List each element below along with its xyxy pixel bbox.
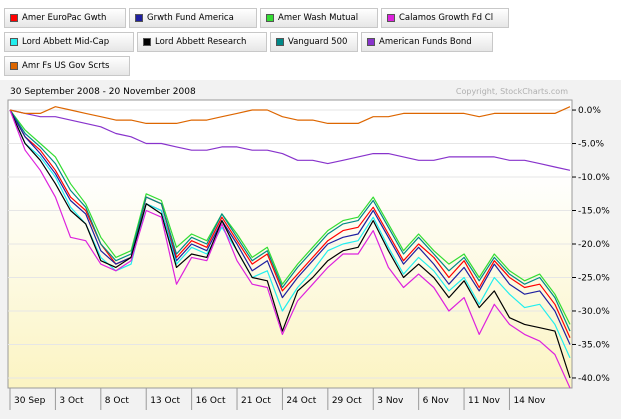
legend-label: American Funds Bond [379,37,472,47]
series-line-amer-wash-mutual [9,109,571,325]
legend-item-calamos-growth-fd-cl[interactable]: Calamos Growth Fd Cl [381,8,509,28]
legend-label: Calamos Growth Fd Cl [399,13,494,23]
legend-swatch [10,38,18,46]
x-tick-label: 16 Oct [196,396,226,406]
legend-swatch [135,14,143,22]
x-tick-label: 24 Oct [286,396,316,406]
legend-label: Vanguard 500 [288,37,348,47]
legend-label: Grwth Fund America [147,13,234,23]
y-tick-label: -30.0% [578,307,610,317]
series-line-lord-abbett-research [9,109,571,379]
legend-swatch [10,62,18,70]
legend-label: Amer Wash Mutual [278,13,359,23]
legend-item-american-funds-bond[interactable]: American Funds Bond [361,32,493,52]
x-tick-label: 13 Oct [150,396,180,406]
x-tick-label: 14 Nov [513,396,546,406]
legend-item-grwth-fund-america[interactable]: Grwth Fund America [129,8,257,28]
y-tick-label: -25.0% [578,273,610,283]
x-tick-label: 11 Nov [468,396,501,406]
legend-label: Lord Abbett Research [155,37,247,47]
y-tick-label: -40.0% [578,374,610,384]
y-axis: 0.0% -5.0% -10.0% -15.0% -20.0% -25.0% -30.0% -… [572,106,610,384]
y-tick-label: -20.0% [578,240,610,250]
legend-item-amr-fs-us-gov-scrts[interactable]: Amr Fs US Gov Scrts [4,56,130,76]
legend: Amer EuroPac Gwth Grwth Fund America Ame… [0,0,621,80]
y-tick-label: -10.0% [578,173,610,183]
x-tick-label: 3 Nov [377,396,404,406]
x-tick-label: 8 Oct [105,396,130,406]
copyright-note: Copyright, StockCharts.com [456,87,568,96]
x-tick-label: 29 Oct [332,396,362,406]
x-tick-label: 3 Oct [59,396,84,406]
legend-swatch [266,14,274,22]
legend-item-lord-abbett-research[interactable]: Lord Abbett Research [137,32,267,52]
legend-item-amer-wash-mutual[interactable]: Amer Wash Mutual [260,8,378,28]
line-chart: 30 September 2008 - 20 November 2008 Cop… [0,80,621,419]
legend-swatch [143,38,151,46]
legend-label: Amer EuroPac Gwth [22,13,107,23]
x-tick-label: 6 Nov [423,396,450,406]
legend-swatch [367,38,375,46]
chart-frame: 30 September 2008 - 20 November 2008 Cop… [0,80,621,419]
series-line-calamos-growth-fd-cl [9,109,571,389]
legend-swatch [387,14,395,22]
y-tick-label: 0.0% [578,106,601,116]
legend-item-lord-abbett-mid-cap[interactable]: Lord Abbett Mid-Cap [4,32,134,52]
x-tick-label: 30 Sep [14,396,46,406]
date-range: 30 September 2008 - 20 November 2008 [10,87,196,97]
legend-swatch [276,38,284,46]
series-line-lord-abbett-mid-cap [9,109,571,359]
y-tick-label: -15.0% [578,207,610,217]
series-line-amr-fs-us-gov-scrts [9,106,571,125]
series-line-vanguard-500 [9,109,571,332]
legend-label: Amr Fs US Gov Scrts [22,61,110,71]
y-tick-label: -5.0% [578,140,605,150]
y-tick-label: -35.0% [578,340,610,350]
series-line-american-funds-bond [9,109,571,171]
series-line-grwth-fund-america [9,109,571,345]
x-axis: 30 Sep 3 Oct 8 Oct 13 Oct 16 Oct 21 Oct 24 Oct… [9,388,546,410]
legend-item-amer-europac-gwth[interactable]: Amer EuroPac Gwth [4,8,126,28]
series-layer [9,106,571,389]
x-tick-label: 21 Oct [241,396,271,406]
legend-swatch [10,14,18,22]
legend-item-vanguard-500[interactable]: Vanguard 500 [270,32,358,52]
legend-label: Lord Abbett Mid-Cap [22,37,110,47]
